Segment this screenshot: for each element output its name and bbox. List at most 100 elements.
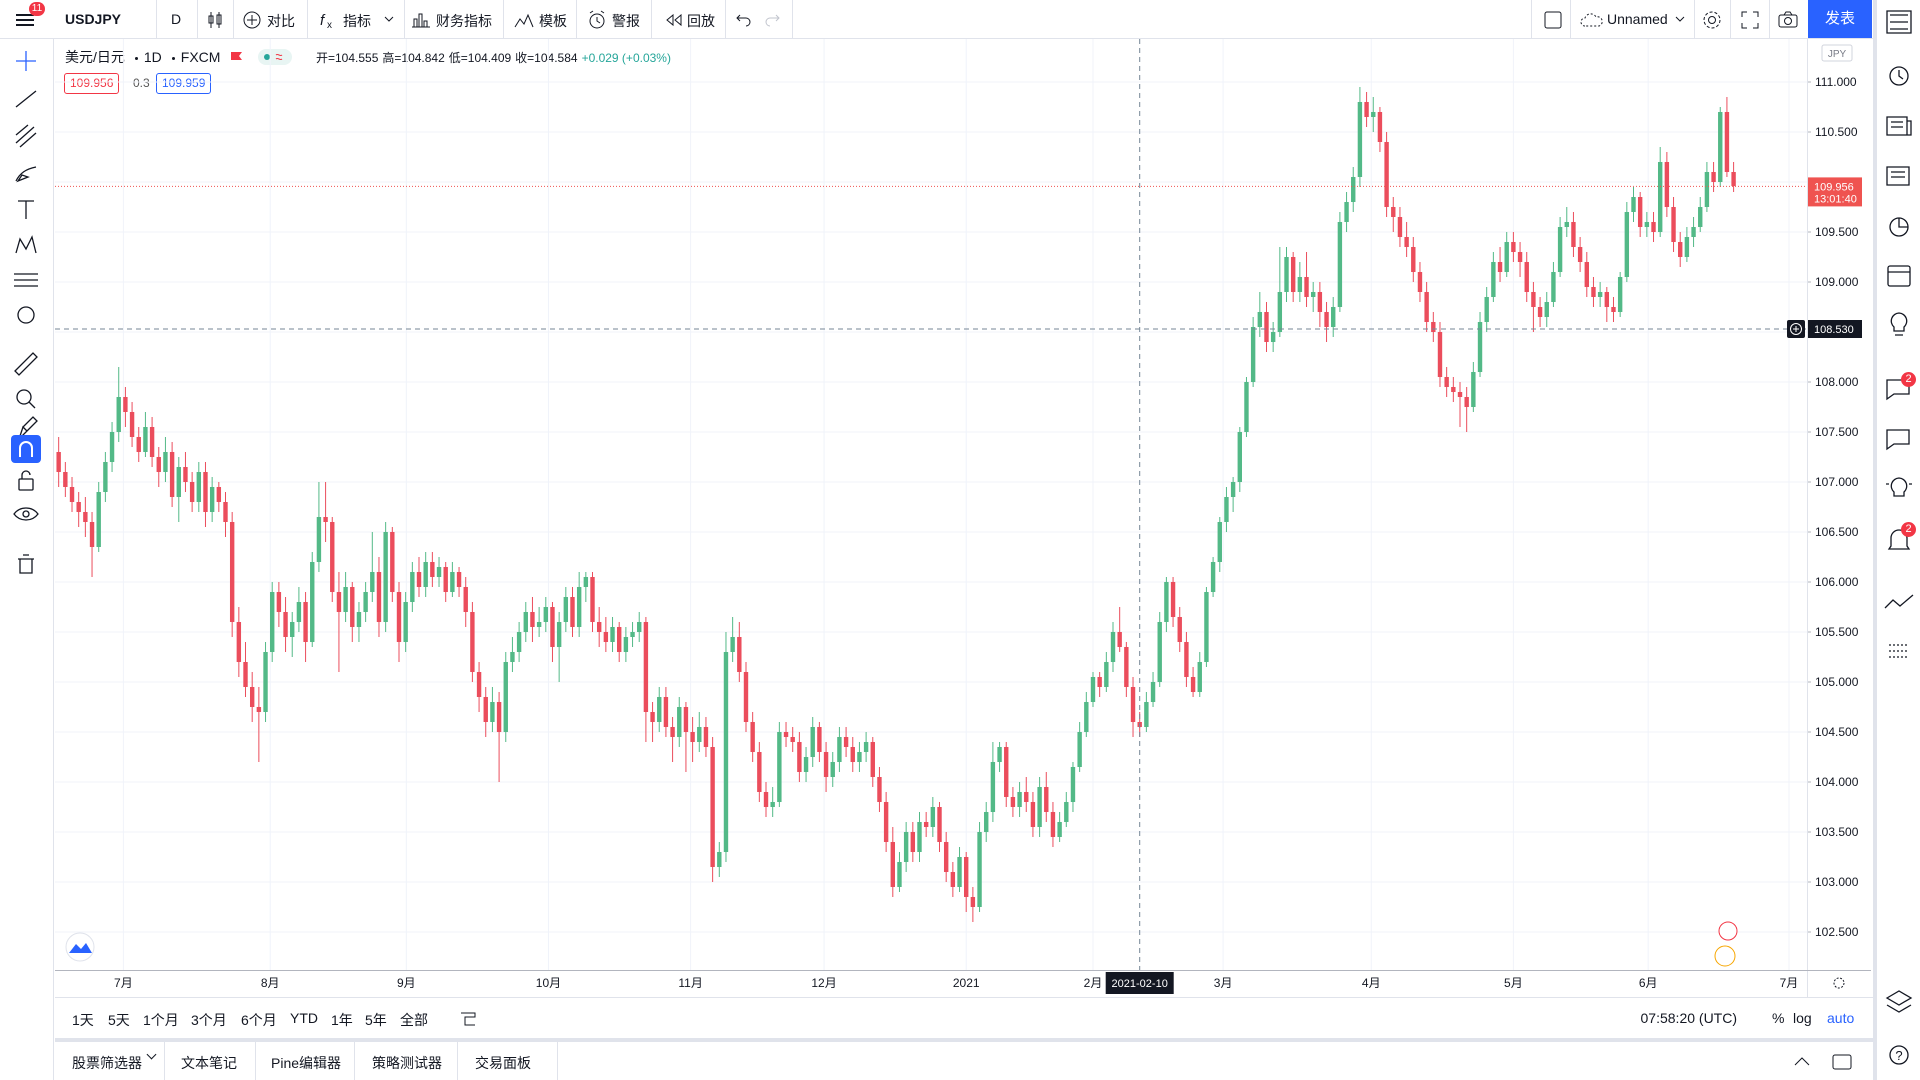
snapshot-icon[interactable] [1777,10,1799,30]
templates-icon[interactable] [514,10,534,30]
candle-body [1491,262,1496,297]
candle-body [970,897,976,907]
calendar-icon[interactable] [1887,265,1911,287]
symbol[interactable]: USDJPY [65,11,122,27]
range-button[interactable]: 5天 [108,1012,130,1028]
range-button[interactable]: 全部 [400,1012,428,1028]
settings-icon[interactable] [1701,9,1723,31]
undo-icon[interactable] [735,11,753,29]
range-button[interactable]: 1年 [331,1012,353,1028]
percent-toggle[interactable]: % [1772,1010,1785,1026]
candle-body [697,727,702,742]
layout-icon[interactable] [1543,10,1563,30]
news-icon[interactable] [1886,116,1912,136]
range-button[interactable]: 1天 [72,1012,94,1028]
panel-tab[interactable]: 策略测试器 [372,1055,442,1071]
help-icon[interactable] [1889,1045,1909,1065]
bid-box[interactable]: 109.956 [64,73,120,94]
candle-body [1397,217,1403,237]
candle-body [750,722,755,752]
replay[interactable]: 回放 [687,13,715,29]
zoom-tool[interactable] [16,389,32,405]
candle-body [623,637,629,652]
lock-tool[interactable] [18,478,34,491]
cloud-icon[interactable] [1580,10,1604,30]
candle-body [1678,242,1683,257]
financials-icon[interactable] [411,10,431,30]
candle-body [863,742,869,752]
trading-icon[interactable] [1884,594,1914,609]
range-button[interactable]: 5年 [365,1012,387,1028]
ask-box[interactable]: 109.959 [156,73,212,94]
layers-icon[interactable] [1885,990,1913,1013]
interval[interactable]: D [171,11,182,27]
redo-icon[interactable] [763,11,781,29]
ruler-tool[interactable] [14,352,38,376]
streams-icon[interactable] [1886,477,1912,497]
auto-toggle[interactable]: auto [1827,1010,1855,1026]
y-tick-label: 104.500 [1815,725,1859,739]
y-tick-label: 107.000 [1815,475,1859,489]
range-button[interactable]: 1个月 [143,1012,179,1028]
ideas-stream-icon[interactable] [1890,312,1908,336]
magnet-tool[interactable] [11,435,41,463]
depth-icon[interactable] [1889,644,1909,658]
bottom-tabs: 股票筛选器 文本笔记 Pine编辑器 策略测试器 交易面板 [55,1038,1873,1080]
compare[interactable]: 对比 [267,13,295,29]
alert[interactable]: 警报 [612,13,640,29]
x-tick-label: 2月 [1084,976,1103,990]
candle-body [490,702,495,722]
range-button[interactable]: 6个月 [241,1012,277,1028]
publish-button[interactable]: 发表 [1808,0,1872,38]
caret[interactable] [1675,15,1685,23]
candle-body [850,747,855,762]
candle-body [937,807,942,842]
panel-tab[interactable]: Pine编辑器 [271,1055,342,1071]
y-tick-label: 108.000 [1815,375,1859,389]
candle-body [196,472,202,502]
candle-body [390,532,395,592]
visibility-tool[interactable] [13,507,39,521]
fib-tool[interactable] [15,124,37,148]
panel-tab[interactable]: 股票筛选器 [72,1055,142,1071]
crosshair-tool[interactable] [16,51,36,71]
icon-tool[interactable] [17,306,35,324]
caret[interactable] [384,15,394,23]
pattern-tool[interactable] [15,235,37,254]
layout-name[interactable]: Unnamed [1607,11,1668,27]
range-button[interactable]: YTD [290,1010,318,1026]
candle-body [1511,242,1516,252]
replay-icon[interactable] [664,10,684,30]
financials[interactable]: 财务指标 [436,13,492,29]
collapse-icon[interactable] [1793,1054,1811,1068]
candle-body [436,567,442,577]
ideas-icon[interactable] [1886,166,1910,186]
candle-body [777,732,782,802]
x-tick-label: 9月 [397,976,416,990]
range-button[interactable]: 3个月 [191,1012,227,1028]
templates[interactable]: 模板 [539,13,567,29]
delete-tool[interactable] [18,554,34,574]
last-price-box [1808,177,1862,207]
text-tool[interactable] [18,200,34,219]
log-toggle[interactable]: log [1793,1010,1812,1026]
panel-tab[interactable]: 交易面板 [475,1055,531,1071]
menu-icon[interactable] [14,10,36,30]
alerts-icon[interactable] [1889,66,1909,86]
alert-icon[interactable] [587,10,607,30]
maximize-icon[interactable] [1831,1053,1853,1071]
candle-body [843,737,849,747]
indicators[interactable]: 指标 [343,13,371,29]
watchlist-icon[interactable] [1886,10,1912,34]
brush-tool[interactable] [15,166,37,183]
tab-separator [457,1042,458,1080]
private-chats-icon[interactable] [1886,429,1910,451]
trendline-tool[interactable] [15,90,37,108]
chart-style-icon[interactable] [206,10,224,30]
goto-date-icon[interactable] [459,1010,477,1028]
prediction-tool[interactable] [14,273,38,287]
panel-tab[interactable]: 文本笔记 [181,1055,237,1071]
fullscreen-icon[interactable] [1740,10,1760,30]
compare-icon[interactable] [242,10,262,30]
